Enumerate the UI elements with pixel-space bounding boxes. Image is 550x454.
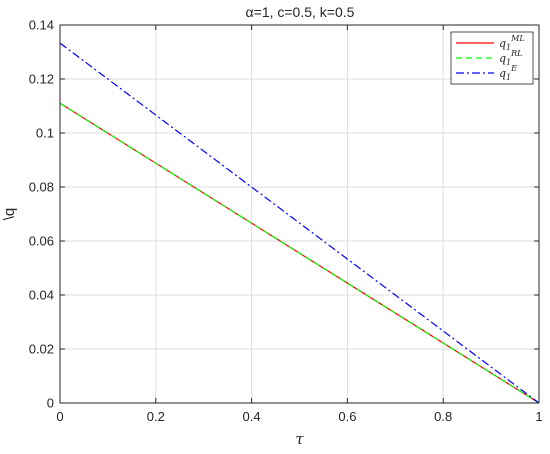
- y-tick-label: 0.12: [29, 72, 54, 87]
- y-ticks: 0 0.02 0.04 0.06 0.08 0.1 0.12 0.14: [29, 18, 539, 411]
- y-tick-label: 0.02: [29, 342, 54, 357]
- y-tick-label: 0: [47, 396, 54, 411]
- x-tick-label: 0: [56, 409, 63, 424]
- x-tick-label: 1: [535, 409, 542, 424]
- y-tick-label: 0.14: [29, 18, 54, 33]
- y-tick-label: 0.04: [29, 288, 54, 303]
- series-layer: [59, 42, 540, 404]
- legend-entry-rl: q1RL: [499, 49, 522, 67]
- x-tick-label: 0.4: [243, 409, 261, 424]
- series-line-e: [59, 42, 540, 404]
- y-tick-label: 0.06: [29, 234, 54, 249]
- series-line-rl: [59, 102, 540, 404]
- y-axis-label: \q: [1, 208, 18, 221]
- plot-area: [60, 25, 539, 403]
- legend-entry-ml: q1ML: [499, 34, 525, 52]
- plot-frame: [59, 24, 540, 404]
- y-tick-label: 0.08: [29, 180, 54, 195]
- x-axis-label: τ: [295, 430, 304, 448]
- x-ticks: 0 0.2 0.4 0.6 0.8 1: [56, 25, 543, 424]
- chart-title: α=1, c=0.5, k=0.5: [246, 4, 355, 20]
- x-tick-label: 0.2: [147, 409, 165, 424]
- x-tick-label: 0.6: [338, 409, 356, 424]
- x-tick-label: 0.8: [434, 409, 452, 424]
- y-tick-label: 0.1: [36, 126, 54, 141]
- legend-entry-e: q1E: [499, 64, 517, 82]
